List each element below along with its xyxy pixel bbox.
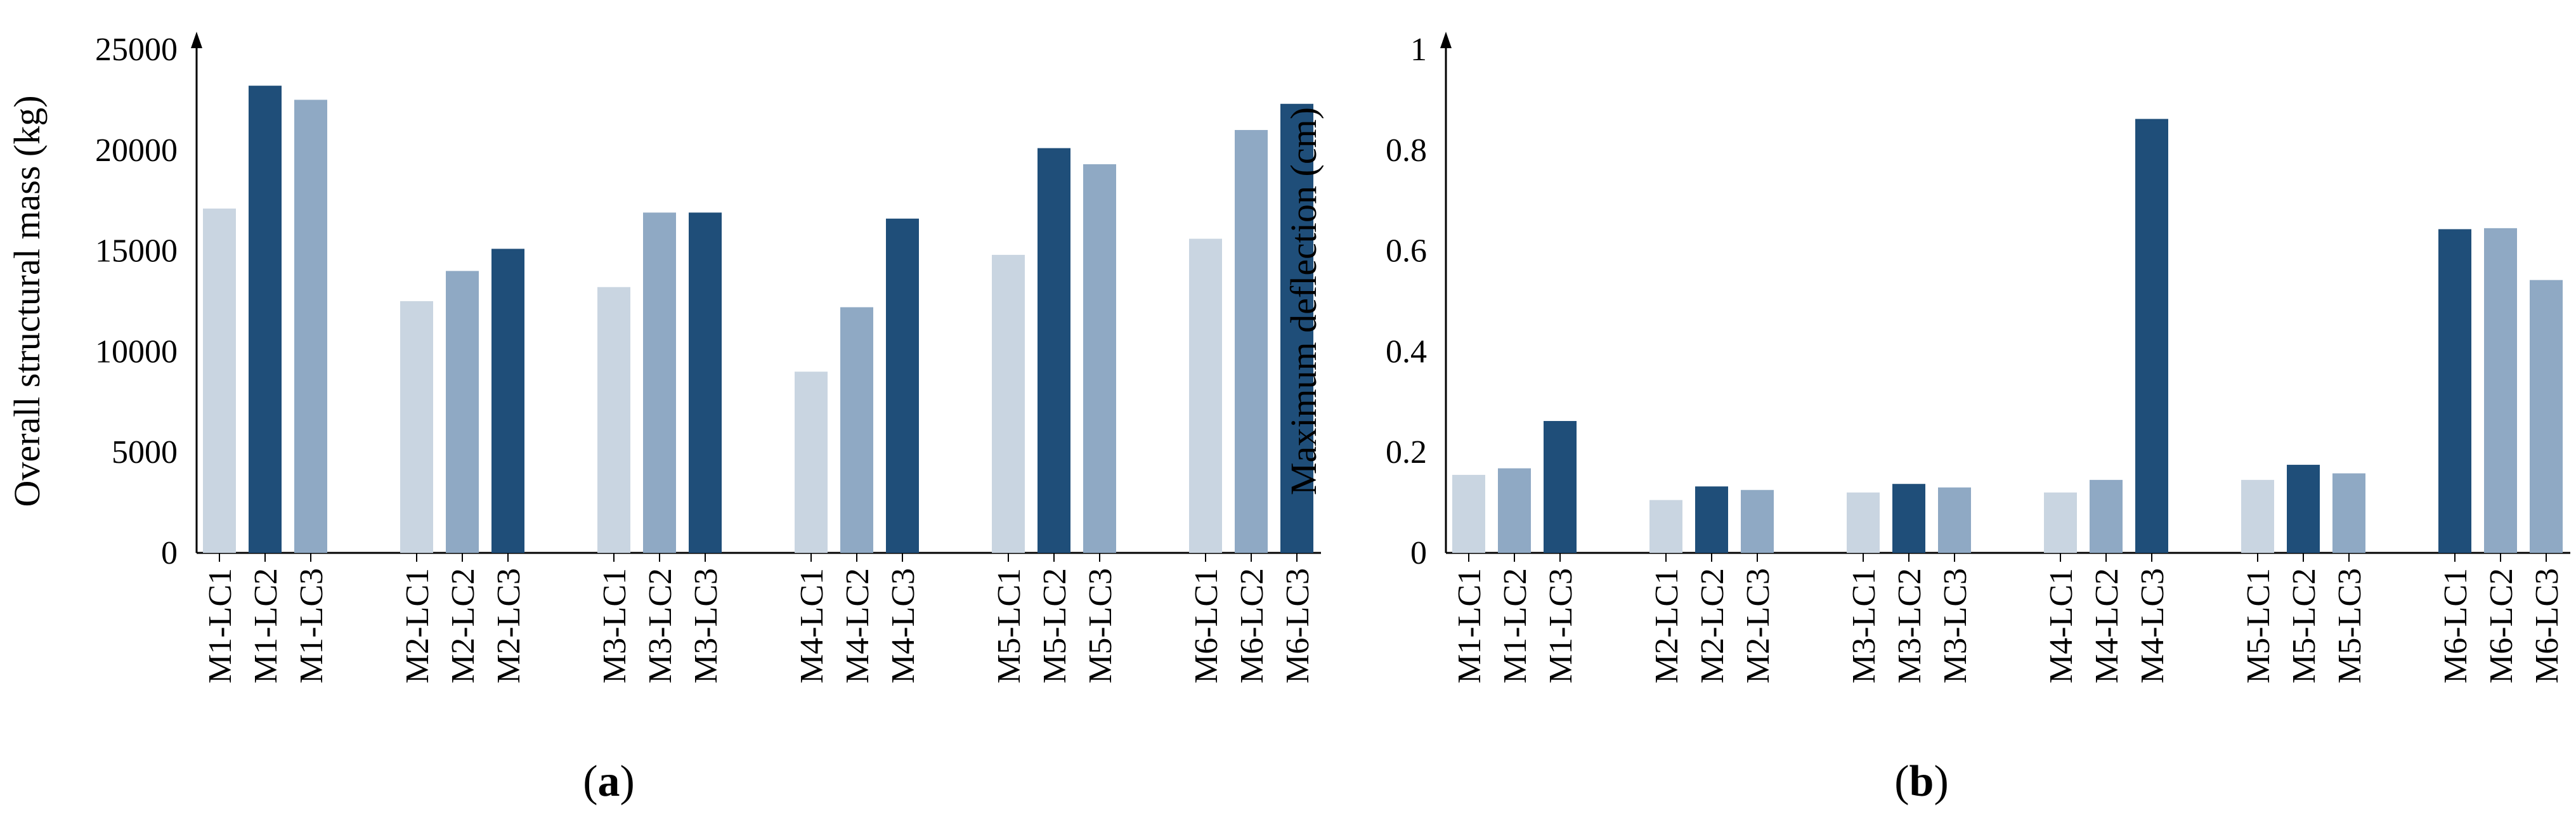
bar: [1938, 487, 1971, 553]
bar: [203, 208, 236, 553]
y-axis-arrow: [191, 32, 202, 48]
bar: [1649, 500, 1682, 553]
x-tick-label: M3-LC1: [597, 568, 633, 684]
x-tick-label: M5-LC3: [1083, 568, 1119, 684]
bar: [1038, 148, 1070, 553]
x-tick-label: M1-LC1: [202, 568, 238, 684]
y-tick-label: 1: [1410, 32, 1427, 68]
x-tick-label: M3-LC1: [1846, 568, 1882, 684]
bar: [2241, 479, 2274, 553]
bar: [1847, 492, 1880, 553]
y-axis-arrow: [1440, 32, 1452, 48]
x-tick-label: M4-LC1: [794, 568, 830, 684]
x-tick-label: M4-LC3: [885, 568, 921, 684]
x-tick-label: M2-LC2: [445, 568, 481, 684]
y-tick-label: 20000: [95, 133, 178, 169]
y-tick-label: 15000: [95, 233, 178, 269]
bar: [446, 271, 479, 553]
bar: [2044, 492, 2077, 553]
bar: [2530, 280, 2563, 553]
x-tick-label: M6-LC2: [1234, 568, 1270, 684]
bar: [249, 86, 282, 554]
bar: [1741, 489, 1774, 553]
x-tick-label: M5-LC1: [2241, 568, 2277, 684]
x-tick-label: M2-LC1: [1649, 568, 1685, 684]
bar: [294, 100, 327, 553]
caption-open-paren: (: [1894, 757, 1909, 806]
x-tick-label: M6-LC3: [1280, 568, 1316, 684]
caption-close-paren: ): [620, 757, 635, 806]
x-tick-label: M1-LC2: [248, 568, 284, 684]
x-tick-label: M2-LC3: [491, 568, 527, 684]
panel-b-deflection-chart: 0 0.2 0.4 0.6 0.8 1 Maximum deflection (cm) M1-…: [1283, 32, 2570, 806]
bar: [2135, 119, 2168, 553]
bar: [2438, 229, 2471, 553]
panel-caption: (a): [583, 757, 635, 806]
bar: [491, 249, 524, 553]
x-tick-label: M1-LC1: [1452, 568, 1488, 684]
x-tick-label: M4-LC3: [2135, 568, 2171, 684]
x-tick-label: M6-LC3: [2529, 568, 2565, 684]
caption-letter: b: [1909, 757, 1934, 806]
bar: [1695, 486, 1728, 553]
x-tick-label: M4-LC2: [2089, 568, 2125, 684]
bar: [795, 372, 828, 553]
bar: [1544, 420, 1577, 553]
bar: [1892, 484, 1925, 553]
caption-open-paren: (: [583, 757, 597, 806]
bar: [2332, 473, 2365, 553]
caption-letter: a: [598, 757, 620, 806]
panel-caption: (b): [1894, 757, 1949, 806]
bar: [840, 307, 873, 553]
panel-a-mass-chart: 0 5000 10000 15000 20000 25000 Overall structu…: [6, 32, 1321, 806]
bar: [597, 287, 630, 553]
x-tick-label: M1-LC2: [1497, 568, 1533, 684]
y-tick-label: 0.8: [1386, 133, 1427, 169]
bar: [1189, 238, 1222, 553]
bar: [992, 254, 1025, 553]
x-tick-label: M1-LC3: [1543, 568, 1579, 684]
bar: [2090, 479, 2123, 553]
x-tick-label: M3-LC3: [688, 568, 724, 684]
x-tick-label: M4-LC1: [2043, 568, 2079, 684]
x-tick-label: M2-LC2: [1695, 568, 1731, 684]
x-tick-label: M3-LC2: [642, 568, 679, 684]
x-tick-label: M3-LC3: [1937, 568, 1974, 684]
bar: [1280, 103, 1313, 553]
y-tick-label: 0.6: [1386, 233, 1427, 269]
caption-close-paren: ): [1934, 757, 1948, 806]
x-tick-label: M5-LC2: [2286, 568, 2322, 684]
y-tick-label: 10000: [95, 334, 178, 370]
bar: [886, 218, 919, 553]
bar: [1083, 164, 1116, 554]
bar: [689, 212, 722, 554]
x-tick-label: M5-LC1: [991, 568, 1027, 684]
x-tick-label: M6-LC1: [2438, 568, 2474, 684]
x-tick-label: M6-LC2: [2483, 568, 2520, 684]
x-tick-label: M1-LC3: [294, 568, 330, 684]
bar: [643, 212, 676, 554]
bar: [1235, 130, 1268, 554]
y-tick-label: 5000: [112, 434, 178, 470]
x-tick-label: M6-LC1: [1188, 568, 1225, 684]
bar: [1498, 468, 1531, 553]
y-tick-label: 0: [1410, 535, 1427, 571]
bar: [400, 301, 433, 553]
y-axis-title: Overall structural mass (kg): [6, 95, 48, 507]
x-tick-label: M3-LC2: [1892, 568, 1928, 684]
x-tick-label: M2-LC1: [400, 568, 436, 684]
x-tick-label: M2-LC3: [1740, 568, 1776, 684]
bar: [2484, 228, 2517, 553]
y-tick-label: 0.2: [1386, 434, 1427, 470]
y-tick-label: 0: [161, 535, 178, 571]
bar: [1452, 474, 1485, 553]
y-axis-title: Maximum deflection (cm): [1283, 107, 1324, 495]
bar: [2287, 465, 2320, 553]
x-tick-label: M4-LC2: [840, 568, 876, 684]
x-tick-label: M5-LC3: [2332, 568, 2368, 684]
x-tick-label: M5-LC2: [1037, 568, 1073, 684]
y-tick-label: 0.4: [1386, 334, 1427, 370]
y-tick-label: 25000: [95, 32, 178, 68]
